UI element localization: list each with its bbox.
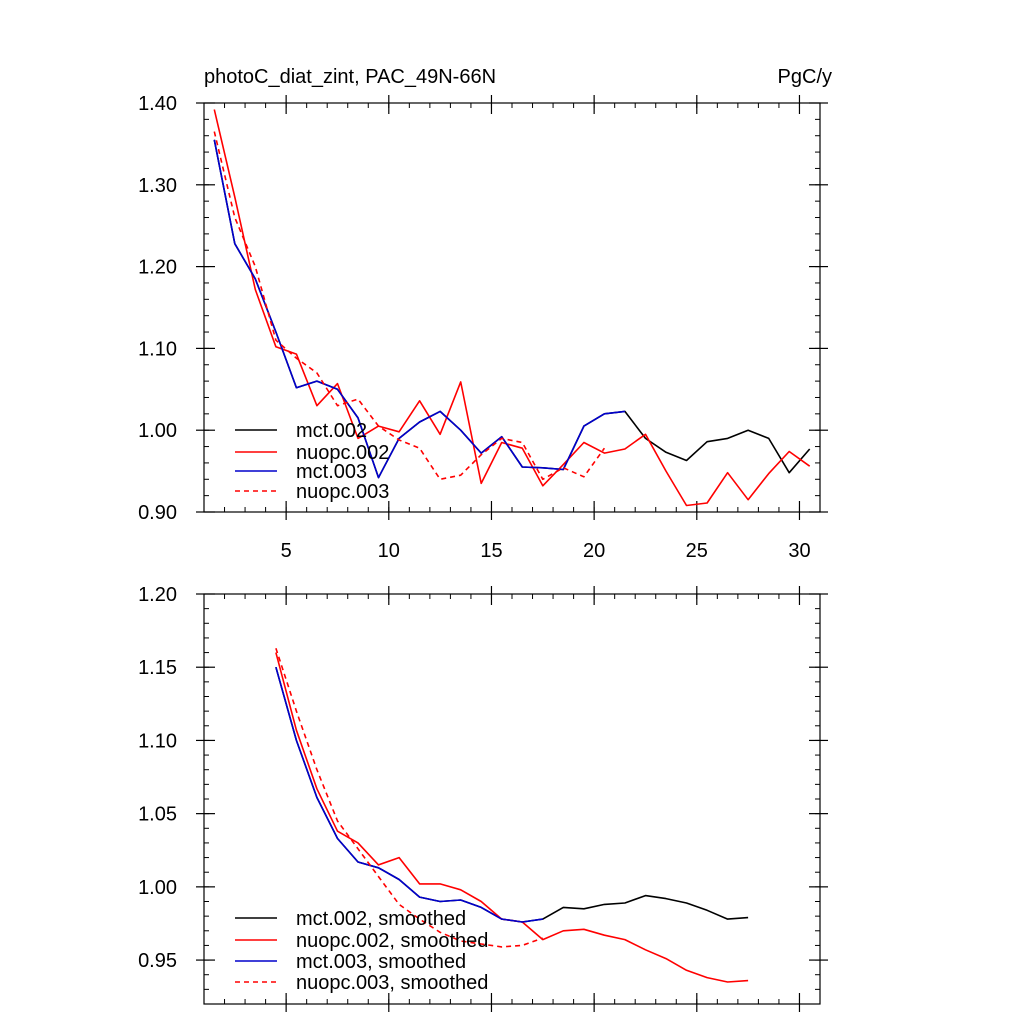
series-line-4 <box>213 131 606 481</box>
legend-label: mct.003 <box>296 461 367 483</box>
y-tick-label: 0.95 <box>138 950 177 972</box>
y-tick-label: 1.30 <box>138 175 177 197</box>
x-tick-label: 30 <box>788 540 810 562</box>
legend-label: nuopc.003 <box>296 481 389 503</box>
y-tick-label: 0.90 <box>138 502 177 524</box>
legend-label: nuopc.002, smoothed <box>296 930 488 952</box>
x-tick-label: 10 <box>378 540 400 562</box>
x-tick-label: 15 <box>480 540 502 562</box>
y-tick-label: 1.05 <box>138 804 177 826</box>
series-line-1 <box>275 666 749 923</box>
y-tick-label: 1.10 <box>138 730 177 752</box>
y-tick-label: 1.00 <box>138 420 177 442</box>
chart-title: photoC_diat_zint, PAC_49N-66N <box>204 66 497 88</box>
y-tick-label: 1.40 <box>138 93 177 115</box>
legend-label: nuopc.002 <box>296 442 389 464</box>
y-tick-label: 1.10 <box>138 338 177 360</box>
x-tick-label: 25 <box>686 540 708 562</box>
plot-panel-1: 5 10 15 20 25 30 0.90 1.00 1.10 1.20 1.30 1.40 mct.0… <box>138 93 828 562</box>
x-tick-label: 5 <box>281 540 292 562</box>
series-line-3 <box>213 139 625 479</box>
legend-label: mct.003, smoothed <box>296 951 466 973</box>
series-line-4 <box>275 647 544 948</box>
x-tick-label: 20 <box>583 540 605 562</box>
legend-label: mct.002, smoothed <box>296 908 466 930</box>
legend-label: mct.002 <box>296 420 367 442</box>
y-tick-label: 1.00 <box>138 877 177 899</box>
y-tick-label: 1.20 <box>138 584 177 606</box>
series-line-2 <box>213 109 811 507</box>
legend-label: nuopc.003, smoothed <box>296 972 488 994</box>
y-tick-label: 1.20 <box>138 257 177 279</box>
y-tick-label: 1.15 <box>138 657 177 679</box>
units-label: PgC/y <box>777 66 832 88</box>
plot-panel-2: 0.95 1.00 1.05 1.10 1.15 1.20 mct.002, smoothe… <box>138 584 828 1012</box>
series-line-3 <box>275 666 543 923</box>
